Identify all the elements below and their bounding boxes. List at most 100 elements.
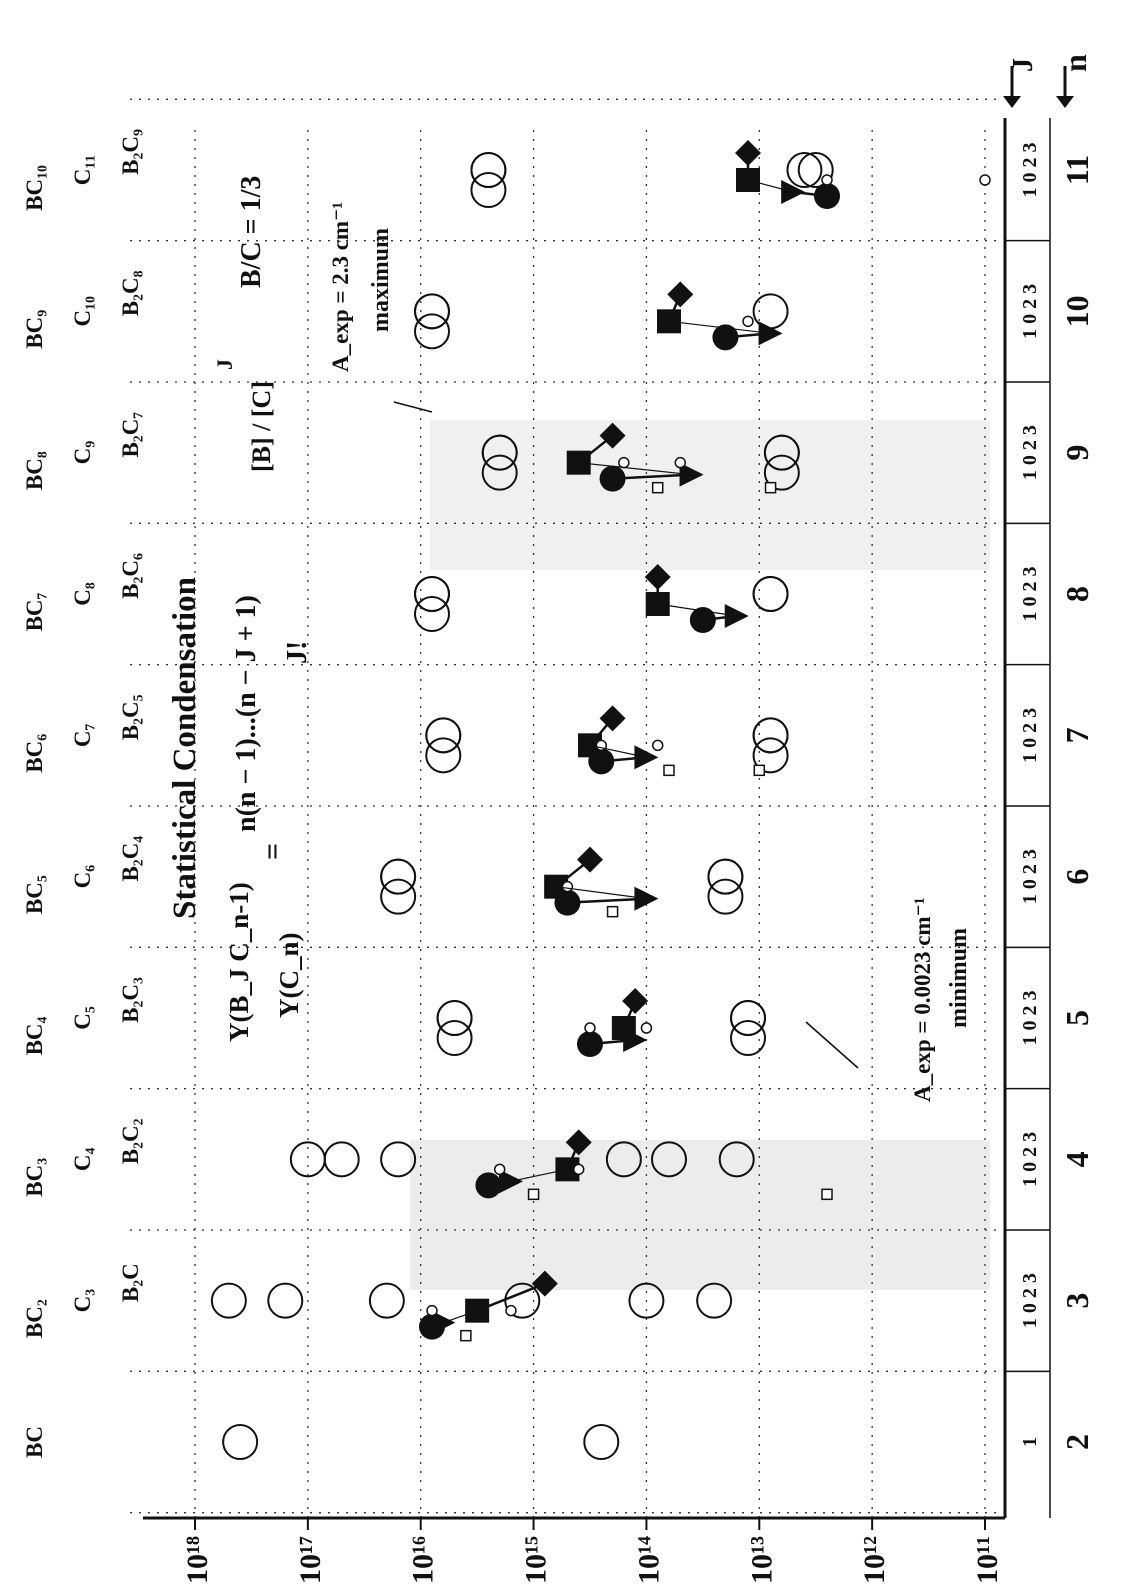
y-tick-label: 10¹⁴ (632, 1536, 665, 1584)
species-label: B₂C₄ (118, 836, 143, 882)
connector-line (578, 462, 692, 476)
species-label: C₇ (70, 723, 95, 747)
n-value-label: 7 (1059, 727, 1095, 743)
data-point-small-open-square (764, 481, 777, 494)
n-value-label: 9 (1059, 445, 1095, 461)
data-point-large-open-circle (436, 1020, 473, 1056)
data-point-large-open-circle (651, 1141, 687, 1178)
data-point-large-open-circle (797, 152, 834, 188)
data-point-large-open-circle (210, 1282, 247, 1319)
species-label: B₂C₉ (118, 129, 143, 175)
species-label: BC₂ (22, 1299, 47, 1338)
data-point-small-open-circle (584, 1022, 596, 1034)
n-value-label: 4 (1059, 1151, 1095, 1167)
data-point-large-open-circle (436, 1000, 473, 1036)
connector-line (510, 1168, 568, 1182)
n-value-label: 5 (1059, 1010, 1095, 1026)
data-point-large-open-circle (730, 1000, 766, 1036)
j-label: 1 0 2 3 (1019, 1273, 1041, 1328)
annotation-min-arrow (805, 1021, 859, 1069)
annotation-max-label: maximum (368, 228, 394, 332)
data-point-small-open-circle (618, 456, 630, 469)
data-point-large-open-circle (752, 576, 789, 612)
data-point-large-open-circle (481, 454, 518, 491)
species-label: B₂C₃ (118, 977, 143, 1023)
species-label: C₁₁ (70, 155, 95, 185)
species-label: B₂C₆ (118, 553, 143, 599)
data-point-small-open-circle (651, 739, 664, 752)
annotation-min-label: minimum (946, 928, 972, 1028)
data-point-large-open-circle (730, 1020, 766, 1056)
species-label: BC₅ (22, 875, 47, 914)
ratio-label: B/C = 1/3 (236, 176, 267, 288)
species-label: B₂C₇ (118, 412, 143, 458)
data-point-large-open-circle (763, 434, 800, 471)
data-point-large-open-circle (481, 434, 518, 471)
connector-line (601, 756, 647, 763)
data-point-small-open-circle (640, 1022, 653, 1034)
data-point-large-open-circle (368, 1282, 405, 1319)
data-point-small-open-square (821, 1188, 833, 1201)
formula-equals: = (256, 843, 289, 860)
chart-title: Statistical Condensation (167, 577, 203, 919)
connector-line (747, 179, 794, 193)
connector-line (577, 434, 614, 464)
data-point-small-open-square (460, 1329, 472, 1342)
species-label: C₃ (70, 1289, 95, 1313)
annotation-min-value: A_exp = 0.0023 cm⁻¹ (910, 897, 935, 1102)
data-point-large-open-circle (414, 576, 450, 612)
species-label: B₂C₅ (118, 694, 143, 740)
data-point-large-open-circle (718, 1141, 755, 1178)
species-labels: BC BC₂ C₃ B₂C BC₃ C₄ B₂C₂ BC₄ C₅ B₂C₃ BC₅ C₆ B₂C₄ BC₆… (22, 129, 143, 1458)
species-label: BC₆ (22, 734, 47, 773)
species-label: C₆ (70, 865, 95, 889)
connector-line (476, 1282, 546, 1312)
data-point-small-open-circle (493, 1163, 506, 1176)
data-point-large-open-circle (380, 1141, 417, 1178)
connector-line (555, 858, 591, 888)
j-label: 1 (1019, 1437, 1041, 1447)
data-point-large-open-circle (763, 454, 800, 491)
arrow-n-label: n (1057, 54, 1093, 72)
connector-line (589, 717, 614, 747)
j-label: 1 0 2 3 (1019, 425, 1041, 480)
species-label: BC₈ (22, 451, 47, 490)
species-label: BC (22, 1426, 47, 1458)
data-point-small-open-circle (742, 315, 754, 328)
connector-line (702, 614, 737, 622)
arrow-n-head (1056, 96, 1074, 108)
j-label: 1 0 2 3 (1019, 1132, 1041, 1187)
data-point-large-open-circle (267, 1282, 304, 1319)
connector-line (431, 1321, 444, 1328)
species-label: BC₁₀ (22, 165, 47, 211)
connector-line (443, 1310, 478, 1324)
species-label: C₈ (70, 582, 95, 606)
y-tick-label: 10¹³ (745, 1536, 778, 1584)
species-label: BC₇ (22, 592, 47, 631)
data-point-small-open-circle (505, 1304, 517, 1317)
annotation-max-value: A_exp = 2.3 cm⁻¹ (328, 202, 353, 372)
n-value-label: 2 (1059, 1434, 1095, 1450)
data-point-large-open-circle (583, 1424, 620, 1460)
formula-power: J (212, 359, 237, 370)
data-point-small-open-square (663, 764, 675, 777)
species-label: C₉ (70, 441, 95, 465)
y-tick-label: 10¹⁷ (294, 1536, 327, 1584)
data-point-large-open-circle (414, 313, 450, 350)
n-value-label: 11 (1059, 155, 1095, 185)
y-tick-label: 10¹¹ (971, 1536, 1004, 1584)
y-tick-label: 10¹⁸ (181, 1536, 214, 1584)
data-point-large-open-circle (470, 152, 507, 188)
j-label: 1 0 2 3 (1019, 284, 1041, 339)
species-label: C₁₀ (70, 296, 95, 327)
connector-line (567, 897, 647, 904)
data-marks (210, 140, 991, 1460)
connector-line (622, 1000, 637, 1029)
data-point-small-open-circle (674, 456, 687, 469)
connector-line (556, 886, 647, 900)
data-point-small-open-square (753, 764, 766, 777)
data-point-large-open-circle (707, 858, 744, 895)
data-point-large-open-circle (470, 172, 507, 208)
data-point-small-open-circle (561, 880, 574, 893)
